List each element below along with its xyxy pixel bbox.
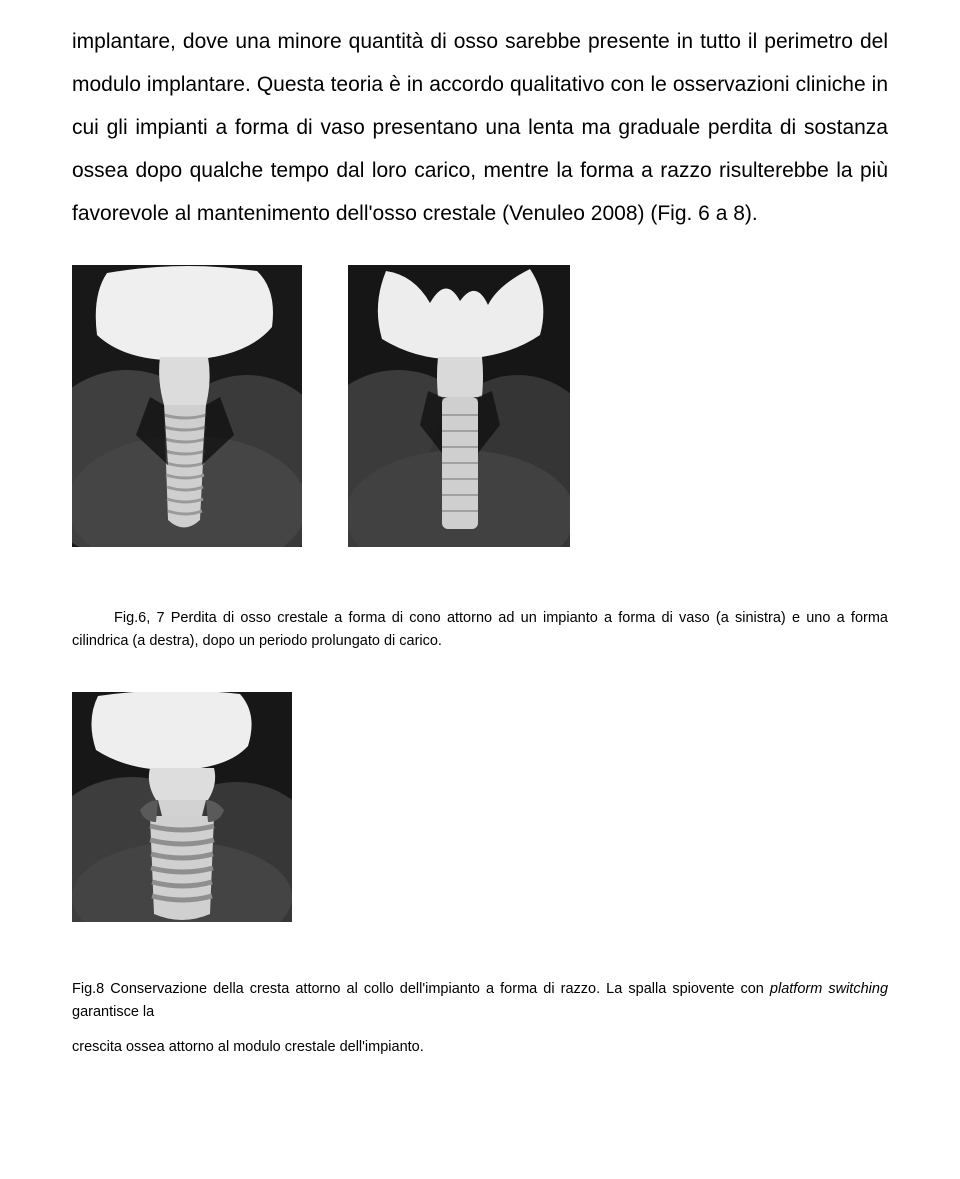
caption-8-italic: platform switching bbox=[770, 981, 888, 997]
figure-6 bbox=[72, 265, 302, 547]
caption-8-part1: Fig.8 Conservazione della cresta attorno… bbox=[72, 981, 770, 997]
caption-fig-8-line1: Fig.8 Conservazione della cresta attorno… bbox=[72, 978, 888, 1023]
caption-fig-8-line2: crescita ossea attorno al modulo crestal… bbox=[72, 1029, 888, 1067]
figure-7 bbox=[348, 265, 570, 547]
figure-row-6-7 bbox=[72, 265, 888, 547]
figure-8 bbox=[72, 692, 292, 922]
caption-6-7-text: Fig.6, 7 Perdita di osso crestale a form… bbox=[72, 610, 888, 648]
caption-fig-6-7: Fig.6, 7 Perdita di osso crestale a form… bbox=[72, 607, 888, 652]
body-paragraph: implantare, dove una minore quantità di … bbox=[72, 20, 888, 235]
caption-8-part2: garantisce la bbox=[72, 1004, 154, 1020]
